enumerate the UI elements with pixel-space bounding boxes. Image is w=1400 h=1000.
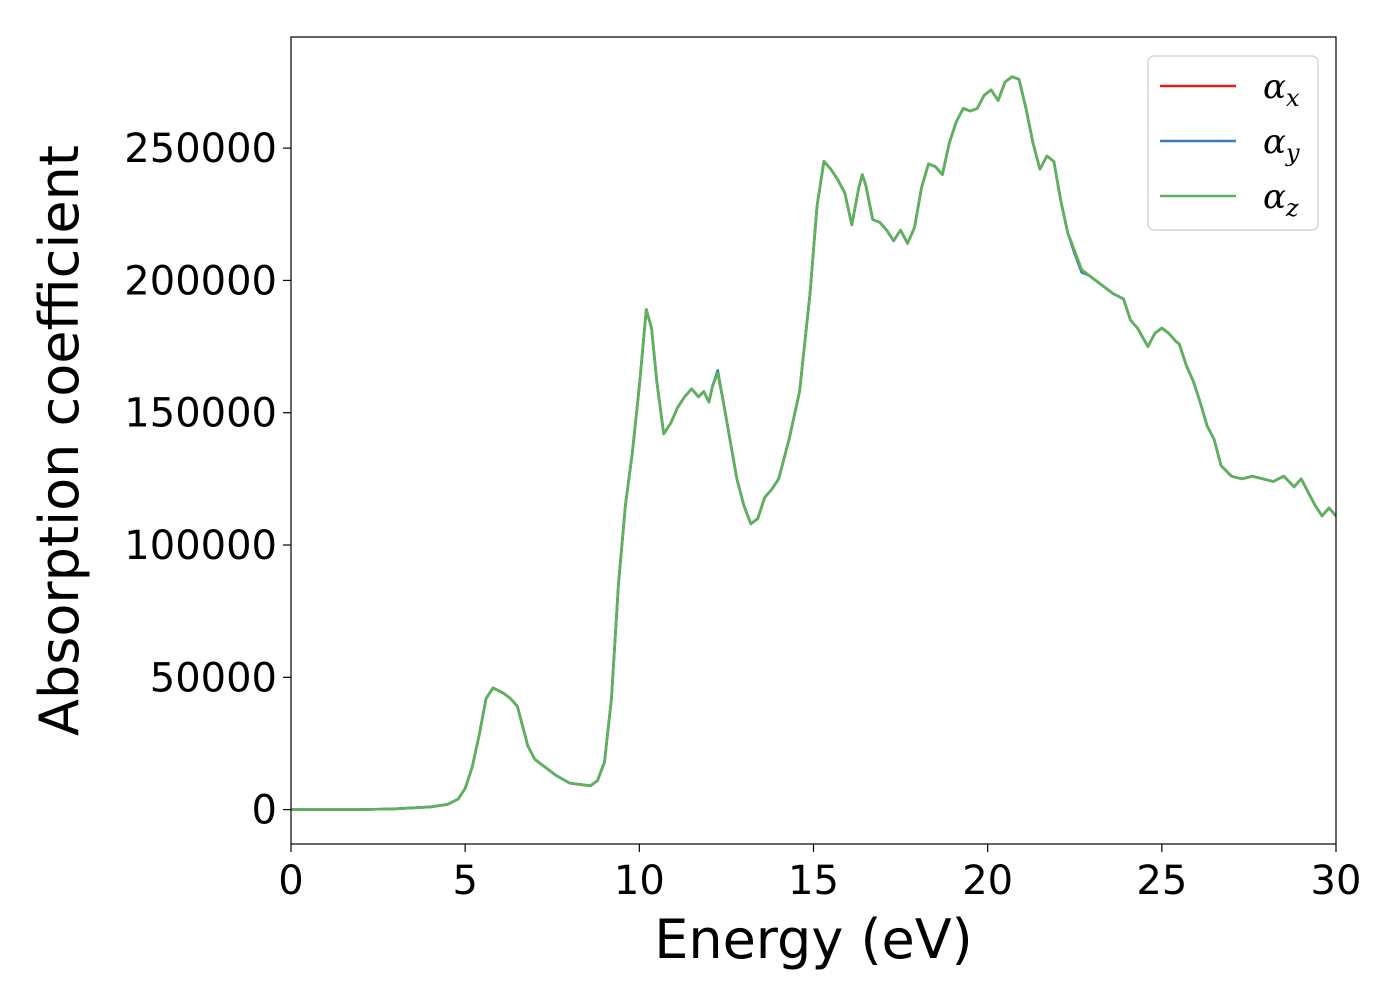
- y-axis-label: Absorption coefficient: [28, 145, 91, 736]
- y-tick-label: 100000: [124, 523, 277, 569]
- x-tick-label: 10: [614, 858, 665, 904]
- x-tick-label: 5: [452, 858, 477, 904]
- y-tick-label: 50000: [150, 655, 277, 701]
- y-axis-ticks: 0 50000 100000 150000 200000 250000: [124, 126, 291, 834]
- legend: αx αy αz: [1147, 55, 1319, 231]
- x-tick-label: 0: [278, 858, 303, 904]
- x-tick-label: 15: [788, 858, 839, 904]
- x-tick-label: 30: [1311, 858, 1362, 904]
- x-tick-label: 20: [962, 858, 1013, 904]
- x-tick-label: 25: [1136, 858, 1187, 904]
- legend-label-alpha-y: αy: [1263, 122, 1300, 167]
- y-tick-label: 150000: [124, 391, 277, 437]
- y-tick-label: 250000: [124, 126, 277, 172]
- legend-label-alpha-x: αx: [1263, 67, 1300, 112]
- legend-box: [1147, 55, 1319, 231]
- series-group: [291, 75, 1336, 811]
- y-tick-label: 200000: [124, 258, 277, 304]
- series-line-alpha-z: [291, 75, 1336, 811]
- legend-label-alpha-z: αz: [1263, 177, 1299, 222]
- x-axis-label: Energy (eV): [654, 908, 973, 971]
- y-tick-label: 0: [252, 788, 277, 834]
- x-axis-ticks: 0 5 10 15 20 25 30: [278, 844, 1361, 904]
